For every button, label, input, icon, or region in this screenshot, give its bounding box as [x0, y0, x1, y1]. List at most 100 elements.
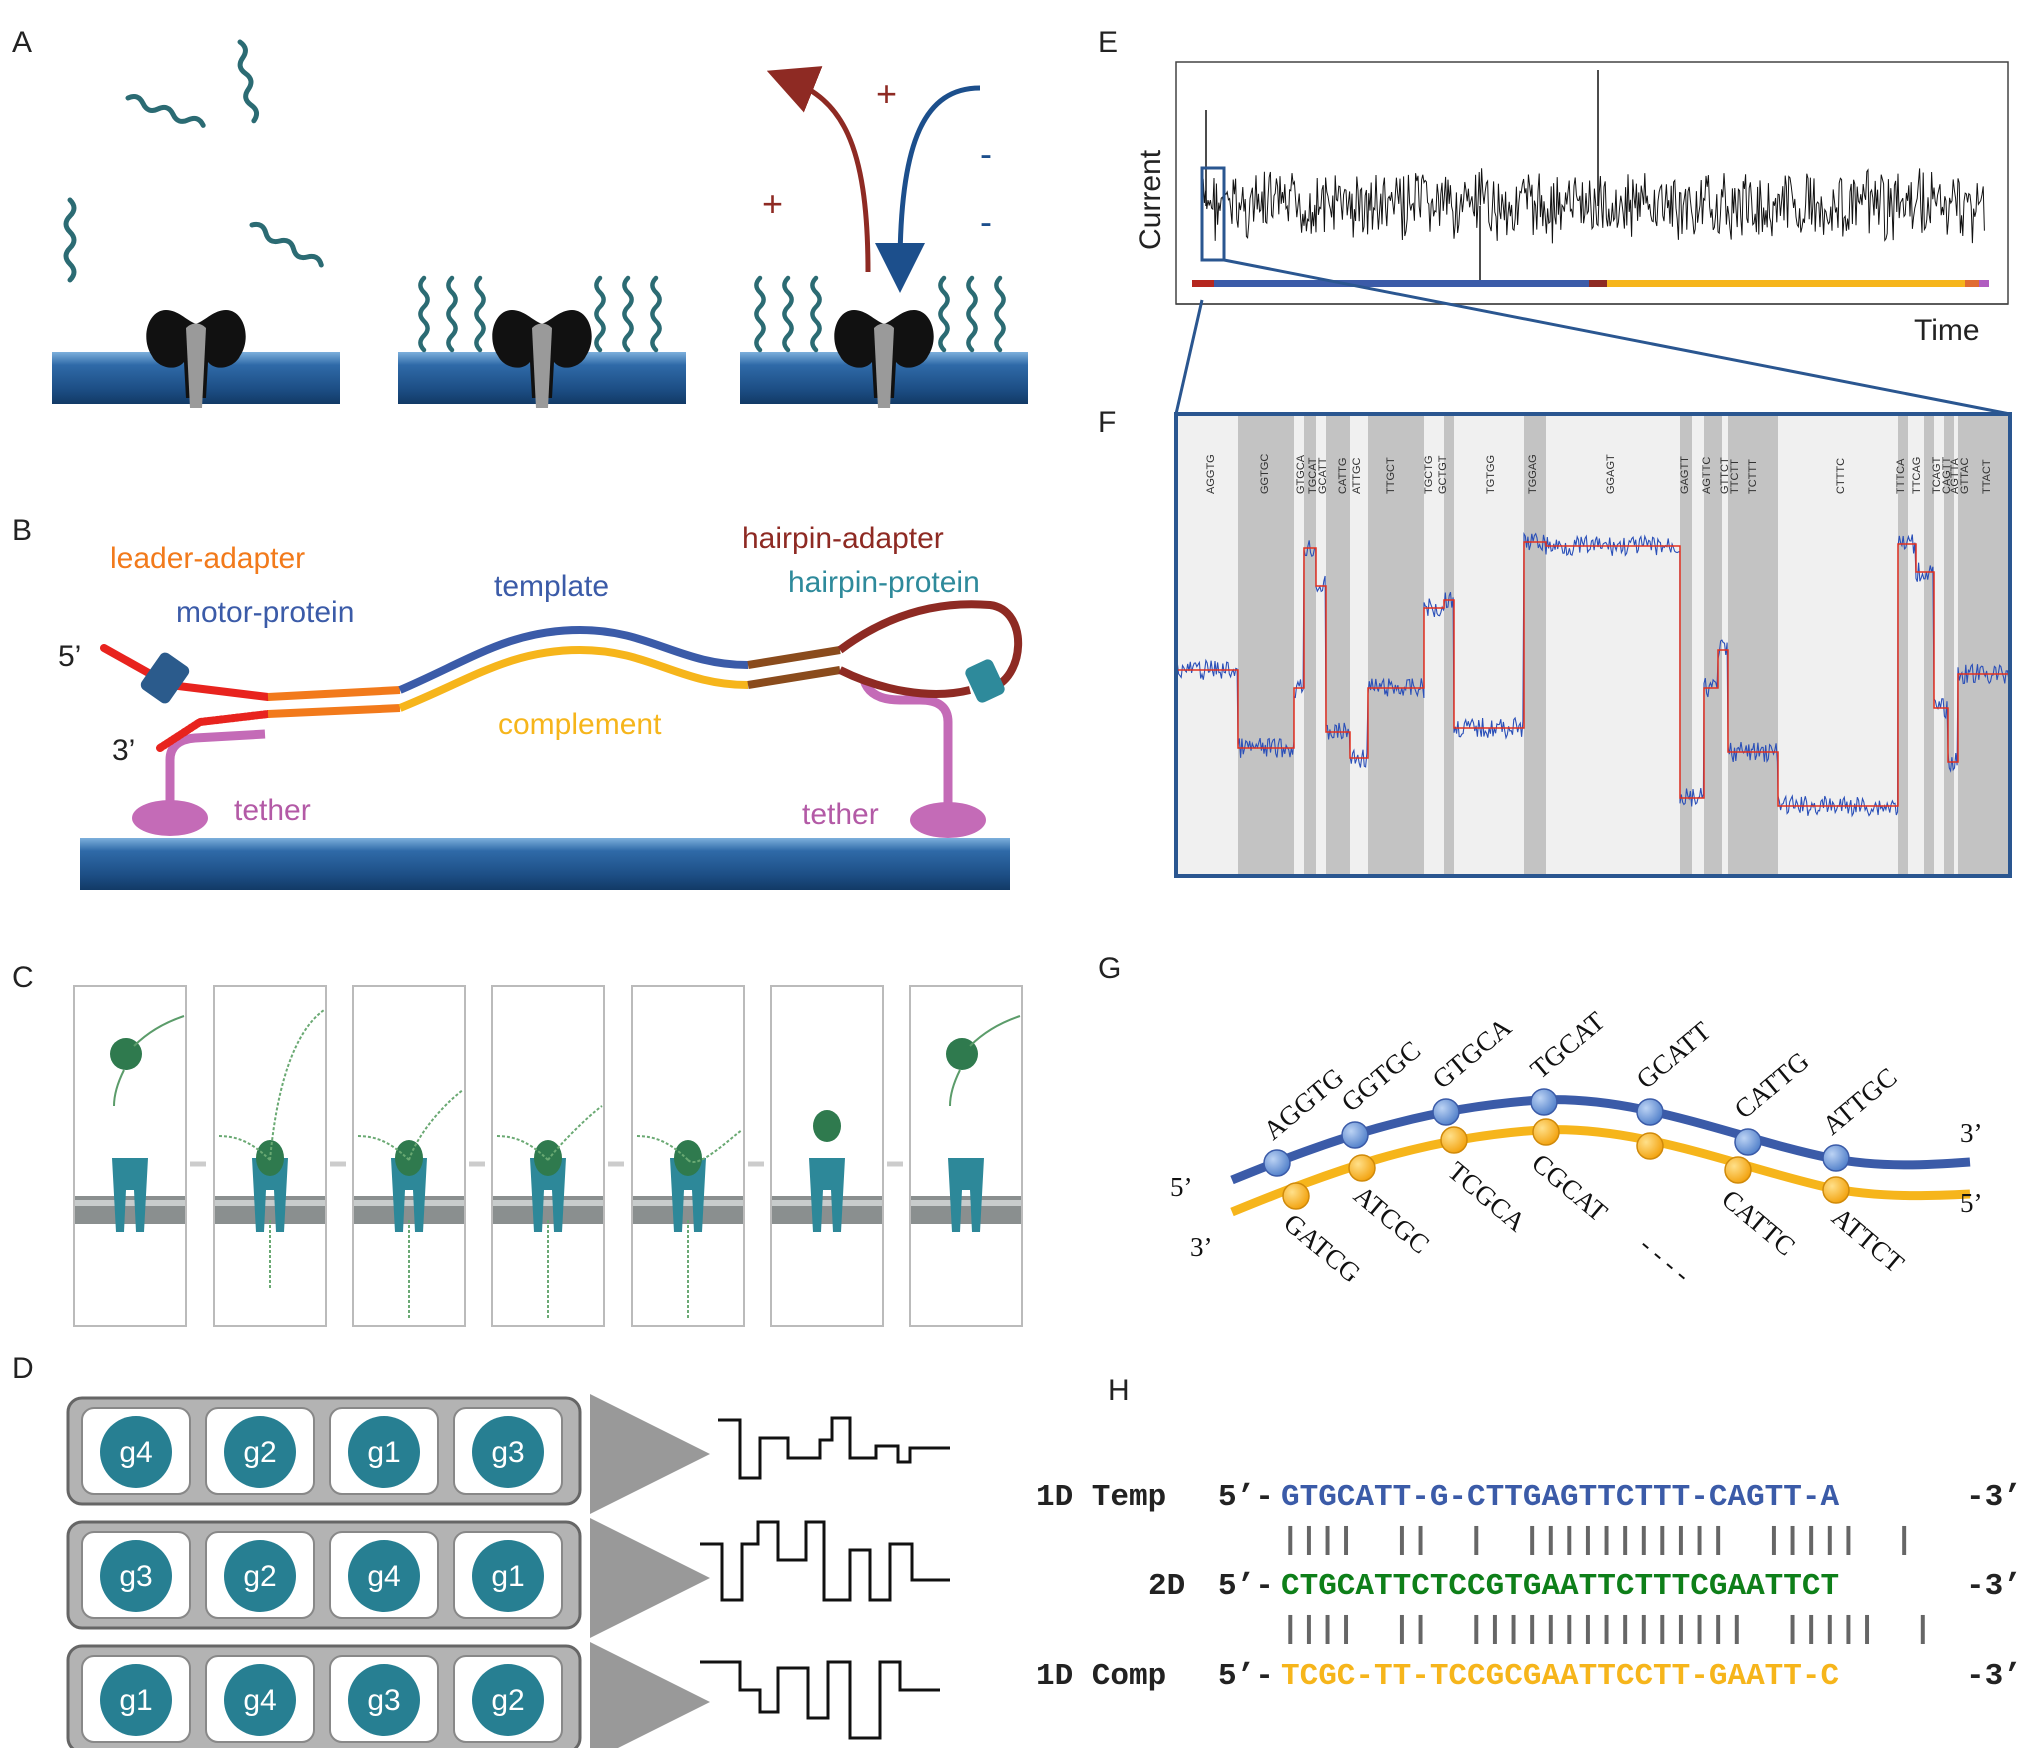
inflow-arrow — [875, 85, 981, 293]
template-bead — [1432, 1098, 1460, 1126]
hairpin-protein-icon — [965, 659, 1005, 703]
gene-circle — [100, 1540, 172, 1612]
complement-bead — [1282, 1182, 1310, 1210]
panel-label-F: F — [1098, 406, 1116, 439]
zoom-box — [1200, 166, 1226, 262]
translocation-frame — [352, 985, 466, 1327]
hairpin-adapter-strand — [747, 646, 841, 669]
template-kmer-label: TGCAT — [1525, 1005, 1611, 1084]
gene-label: g3 — [119, 1560, 152, 1593]
gene-circle — [472, 1664, 544, 1736]
tether-label: tether — [234, 794, 311, 827]
pore-icon — [809, 1158, 845, 1232]
template-strand — [398, 625, 749, 694]
pore-icon — [670, 1158, 706, 1232]
complement-bead — [1724, 1156, 1752, 1184]
d2-label: 2D — [1148, 1569, 1185, 1604]
kmer-label: CAGTT — [1941, 456, 1953, 494]
kmer-label: TTGCT — [1385, 457, 1397, 494]
hairpin-adapter-label: hairpin-adapter — [742, 522, 944, 555]
noise-trace — [1201, 168, 1985, 244]
d2-suffix: -3’ — [1966, 1569, 2022, 1604]
kmer-label: TGTGG — [1485, 455, 1497, 494]
tether-left-line — [165, 729, 266, 816]
kmer-label: TGGAG — [1527, 454, 1539, 494]
translocation-frame — [770, 985, 884, 1327]
kmer-label: TTTCA — [1895, 458, 1907, 494]
kmer-label: AGTTC — [1701, 457, 1713, 494]
kmer-label: TGCTG — [1423, 456, 1435, 495]
gene-label: g2 — [491, 1684, 524, 1717]
pore-icon — [252, 1158, 288, 1232]
panel-label-D: D — [12, 1352, 34, 1385]
three-prime-label: 3’ — [1190, 1232, 1213, 1262]
motor-protein-icon — [140, 652, 190, 704]
kmer-label: GTTAC — [1959, 457, 1971, 494]
dna-strand-icon — [66, 200, 74, 280]
kmer-label: TTACT — [1981, 459, 1993, 494]
motor-protein-icon — [674, 1140, 702, 1176]
gene-circle — [348, 1540, 420, 1612]
tether-right-line — [859, 678, 953, 818]
translocation-frame — [491, 985, 605, 1327]
kmer-label: GCTGT — [1437, 455, 1449, 494]
three-prime-end-strand — [156, 710, 272, 752]
panel-b: 5’ 3’ leader-adapter motor-protein templ… — [58, 522, 1023, 890]
gene-circle — [472, 1416, 544, 1488]
kmer-band — [1958, 414, 2010, 876]
translocation-frame — [73, 985, 187, 1327]
dna-strand-icon — [250, 222, 323, 269]
complement-bead — [1822, 1176, 1850, 1204]
kmer-label: TCTTT — [1747, 459, 1759, 494]
zoom-line — [1223, 258, 2011, 416]
kmer-label: GAGTT — [1679, 456, 1691, 494]
leader-adapter-strand — [267, 686, 401, 701]
translocation-frame — [909, 985, 1023, 1327]
kmer-label: TGCAT — [1307, 457, 1319, 494]
gene-circle — [348, 1664, 420, 1736]
kmer-label: GCATT — [1317, 457, 1329, 494]
raw-signal — [1175, 531, 2011, 818]
leader-segment — [1192, 280, 1214, 287]
template-kmer-label: ATTGC — [1817, 1062, 1903, 1141]
complement-kmer-label: CATTC — [1716, 1184, 1801, 1262]
kmer-band — [1944, 414, 1954, 876]
five-prime-label: 5’ — [1960, 1188, 1983, 1218]
minus-sign: - — [980, 133, 992, 174]
comp-suffix: -3’ — [1966, 1659, 2022, 1694]
outflow-arrow — [766, 66, 871, 273]
membrane — [80, 838, 1010, 890]
kmer-band — [1680, 414, 1692, 876]
kmer-label: GTGCA — [1295, 454, 1307, 494]
kmer-band — [1304, 414, 1316, 876]
alignment-bars: |||| || | ||||||||||| ||||| | — [1281, 1523, 1914, 1558]
kmer-label: TCAGT — [1931, 456, 1943, 494]
gap-dash: - - - - — [1634, 1230, 1696, 1289]
x-axis-label: Time — [1914, 314, 1980, 347]
gene-array-row: g1 g4 g3 g2 — [66, 1644, 582, 1748]
end-segment — [1979, 280, 1989, 287]
complement-kmer-label: TCGCA — [1442, 1156, 1532, 1238]
panel-label-E: E — [1098, 26, 1118, 59]
temp-suffix: -3’ — [1966, 1480, 2022, 1515]
plus-sign: + — [876, 73, 897, 114]
panel-label-C: C — [12, 961, 34, 994]
three-prime-label: 3’ — [112, 734, 135, 767]
panel-label-B: B — [12, 514, 32, 547]
template-kmer-label: GGTGC — [1336, 1035, 1427, 1118]
kmer-band — [1898, 414, 1908, 876]
pore-icon — [530, 1158, 566, 1232]
y-axis-label: Current — [1134, 149, 1167, 250]
five-prime-label: 5’ — [58, 640, 81, 673]
complement-kmer-label: ATCGC — [1348, 1180, 1435, 1260]
three-prime-label: 3’ — [1960, 1118, 1983, 1148]
kmer-label: ATTGC — [1351, 457, 1363, 494]
kmer-band — [1728, 414, 1778, 876]
complement-kmer-label: ATTCT — [1826, 1202, 1910, 1279]
pore-icon — [391, 1158, 427, 1232]
translocation-frame — [631, 985, 745, 1327]
